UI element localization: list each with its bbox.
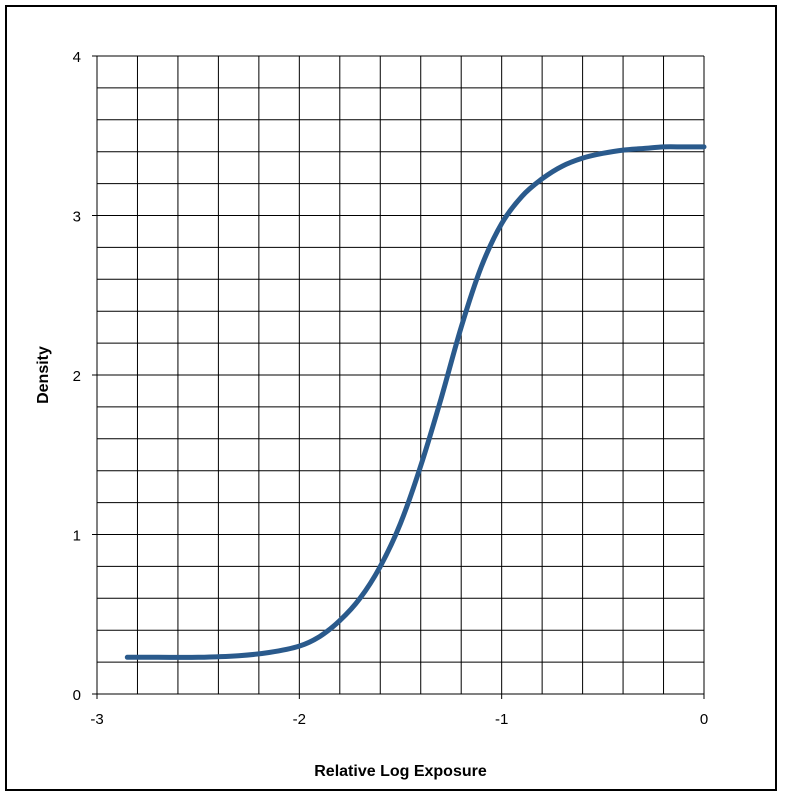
x-tick-label: -3 xyxy=(90,711,103,728)
density-curve xyxy=(124,144,707,660)
y-tick-label: 0 xyxy=(73,687,81,704)
x-tick-label: 0 xyxy=(700,711,708,728)
y-tick-label: 4 xyxy=(73,49,81,66)
y-tick-label: 1 xyxy=(73,528,81,545)
tick-labels: -3 -2 -1 0 0 1 2 3 4 xyxy=(73,49,709,728)
x-tick-label: -1 xyxy=(495,711,508,728)
grid xyxy=(92,55,705,699)
y-tick-label: 3 xyxy=(73,209,81,226)
x-axis-label: Relative Log Exposure xyxy=(314,763,487,780)
y-tick-label: 2 xyxy=(73,368,81,385)
chart-frame xyxy=(5,5,777,791)
y-axis-label: Density xyxy=(35,346,52,404)
x-tick-label: -2 xyxy=(293,711,306,728)
